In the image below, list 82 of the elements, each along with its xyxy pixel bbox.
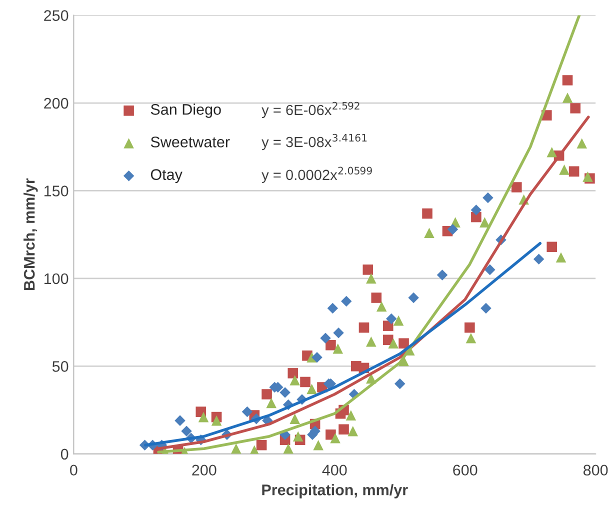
y-tick-label: 100 xyxy=(44,273,68,284)
point xyxy=(436,270,448,280)
point xyxy=(388,338,398,349)
point xyxy=(447,224,458,235)
y-tick-label: 250 xyxy=(44,10,68,21)
legend-label: Otay xyxy=(150,169,182,184)
point xyxy=(470,204,482,216)
point xyxy=(256,440,267,450)
point xyxy=(181,426,192,436)
point xyxy=(362,264,374,275)
y-axis-title: BCMrch, mm/yr xyxy=(24,178,38,290)
point xyxy=(306,384,317,394)
point xyxy=(358,322,370,333)
point xyxy=(511,182,522,192)
point xyxy=(332,343,344,354)
point xyxy=(326,340,336,350)
point xyxy=(546,242,558,252)
point xyxy=(466,332,476,344)
x-tick-label: 200 xyxy=(192,464,216,476)
point xyxy=(348,426,358,436)
point xyxy=(283,443,294,454)
point xyxy=(576,138,588,149)
point xyxy=(266,398,276,408)
legend-label: Sweetwater xyxy=(150,136,230,148)
point xyxy=(280,387,290,398)
annotation: y = 3E-08x$^{3.4161}$ xyxy=(262,134,367,150)
point xyxy=(480,217,490,228)
point xyxy=(376,301,387,312)
point xyxy=(464,322,475,333)
point xyxy=(408,292,419,304)
point xyxy=(568,166,580,177)
y-tick-label: 50 xyxy=(52,361,68,372)
point xyxy=(424,228,434,238)
point xyxy=(198,412,209,422)
y-tick-label: 200 xyxy=(44,98,68,109)
point xyxy=(288,368,298,378)
point xyxy=(480,302,492,314)
point xyxy=(242,406,253,418)
point xyxy=(290,414,300,424)
x-tick-label: 400 xyxy=(322,464,347,476)
point xyxy=(312,352,322,363)
point xyxy=(393,315,404,326)
point xyxy=(482,192,494,204)
x-axis-title: Precipitation, mm/yr xyxy=(262,484,408,498)
point xyxy=(211,415,222,426)
point xyxy=(346,410,356,420)
point xyxy=(338,424,349,434)
point xyxy=(533,254,544,265)
point xyxy=(230,443,242,454)
annotation: y = 6E-06x$^{2.592}$ xyxy=(262,102,360,118)
point xyxy=(292,431,304,442)
point xyxy=(556,252,566,263)
point xyxy=(320,332,331,344)
point xyxy=(562,75,573,86)
point xyxy=(174,415,186,426)
point xyxy=(562,92,573,103)
x-tick-label: 800 xyxy=(584,464,608,476)
point xyxy=(366,336,376,347)
point xyxy=(366,273,376,284)
point xyxy=(340,296,352,307)
point xyxy=(546,146,558,158)
point xyxy=(394,378,406,390)
point xyxy=(327,302,338,314)
annotation: y = 0.0002x$^{2.0599}$ xyxy=(262,166,372,183)
y-tick-label: 150 xyxy=(44,186,68,196)
point xyxy=(371,292,382,303)
point xyxy=(313,440,324,450)
legend-label: San Diego xyxy=(150,104,221,118)
point xyxy=(559,164,570,175)
point xyxy=(333,327,344,338)
x-tick-label: 0 xyxy=(70,464,78,476)
point xyxy=(290,375,300,386)
point xyxy=(330,432,340,444)
point xyxy=(570,103,581,114)
x-tick-label: 600 xyxy=(453,464,478,476)
y-tick-label: 0 xyxy=(60,448,68,460)
point xyxy=(386,313,397,324)
point xyxy=(398,338,409,349)
point xyxy=(484,264,496,276)
point xyxy=(300,376,310,388)
point xyxy=(262,389,272,400)
point xyxy=(422,208,432,219)
